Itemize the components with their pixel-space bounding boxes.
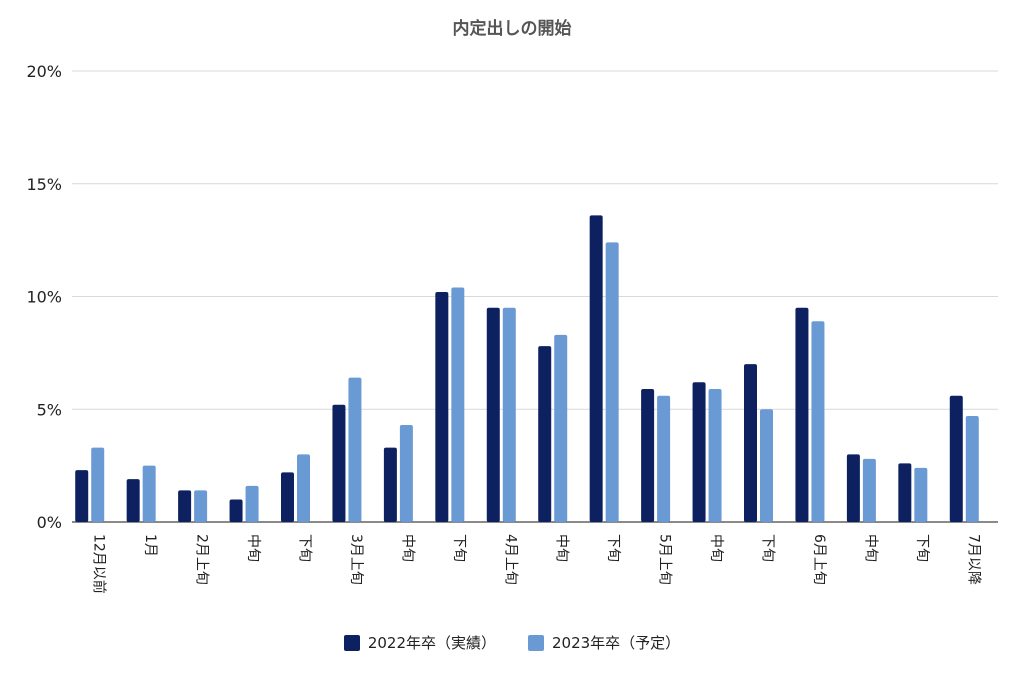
bar-2023 <box>554 334 568 522</box>
x-tick-label: 2月上旬 <box>194 534 210 585</box>
bar-2022 <box>332 404 346 522</box>
x-tick-label: 6月上旬 <box>811 534 827 585</box>
bar-2023 <box>708 388 722 522</box>
bar-2023 <box>605 242 619 522</box>
y-axis-ticks: 0% 5% 10% 15% 20% <box>26 62 62 532</box>
bar-2023 <box>297 454 310 522</box>
bar-2022 <box>589 215 603 522</box>
x-tick-label: 下旬 <box>297 534 313 562</box>
x-tick-label: 下旬 <box>760 534 776 562</box>
legend-swatch-2022 <box>343 634 360 651</box>
legend-swatch-2023 <box>528 634 544 651</box>
bar-2023 <box>91 447 105 522</box>
bar-2022 <box>435 291 449 522</box>
bar-2023 <box>657 395 671 522</box>
bar-2023 <box>914 467 928 522</box>
bar-2022 <box>75 470 89 522</box>
bar-2022 <box>178 490 192 522</box>
x-tick-label: 中旬 <box>399 534 415 562</box>
bar-2023 <box>245 485 259 522</box>
bar-2022 <box>641 388 655 522</box>
bar-2022 <box>126 479 140 522</box>
bar-2023 <box>142 465 156 522</box>
x-tick-label: 1月 <box>142 534 158 557</box>
bar-2023 <box>502 307 516 522</box>
y-tick-label: 5% <box>37 400 62 419</box>
x-tick-label: 中旬 <box>245 534 261 562</box>
bar-2023 <box>862 458 876 522</box>
x-axis-ticks: 12月以前 1月 2月上旬 中旬 下旬 3月上旬 中旬 下旬 4月上旬 中旬 下旬 5月上旬 中旬 下旬 6… <box>91 534 982 594</box>
bar-2023 <box>811 321 825 522</box>
x-tick-label: 12月以前 <box>91 534 108 594</box>
bar-2022 <box>383 447 397 522</box>
y-tick-label: 20% <box>26 62 62 81</box>
legend-label-2022: 2022年卒（実績） <box>367 634 496 652</box>
legend-item-2022[interactable]: 2022年卒（実績） <box>343 632 496 653</box>
x-tick-label: 下旬 <box>605 534 621 562</box>
x-tick-label: 5月上旬 <box>657 534 673 585</box>
x-tick-label: 4月上旬 <box>502 534 518 585</box>
bar-2022 <box>229 499 243 522</box>
bar-2023 <box>965 416 979 522</box>
bar-2023 <box>451 287 465 522</box>
bar-2023 <box>760 409 773 522</box>
bar-2022 <box>846 454 860 522</box>
bar-2023 <box>399 425 413 522</box>
y-tick-label: 0% <box>37 513 62 532</box>
bar-2022 <box>486 307 500 522</box>
x-tick-label: 中旬 <box>554 534 570 562</box>
bar-2022 <box>538 346 552 522</box>
legend: 2022年卒（実績） 2023年卒（予定） <box>0 632 1024 653</box>
x-tick-label: 下旬 <box>451 534 467 562</box>
bars <box>75 215 979 522</box>
legend-item-2023[interactable]: 2023年卒（予定） <box>528 632 680 653</box>
bar-2023 <box>194 490 208 522</box>
bar-2022 <box>744 364 757 522</box>
legend-label-2023: 2023年卒（予定） <box>552 634 681 652</box>
x-tick-label: 下旬 <box>914 534 930 562</box>
gridlines <box>72 70 998 523</box>
bar-2023 <box>348 377 362 522</box>
x-tick-label: 7月以降 <box>965 534 981 585</box>
bar-2022 <box>692 382 706 522</box>
bar-2022 <box>281 472 294 522</box>
bar-2022 <box>949 395 963 522</box>
bar-2022 <box>795 307 809 522</box>
y-tick-label: 15% <box>26 175 62 194</box>
y-tick-label: 10% <box>26 288 62 307</box>
x-tick-label: 中旬 <box>708 534 724 562</box>
x-tick-label: 中旬 <box>862 534 878 562</box>
bar-2022 <box>898 463 912 522</box>
chart-title: 内定出しの開始 <box>452 19 572 39</box>
x-tick-label: 3月上旬 <box>348 534 364 585</box>
